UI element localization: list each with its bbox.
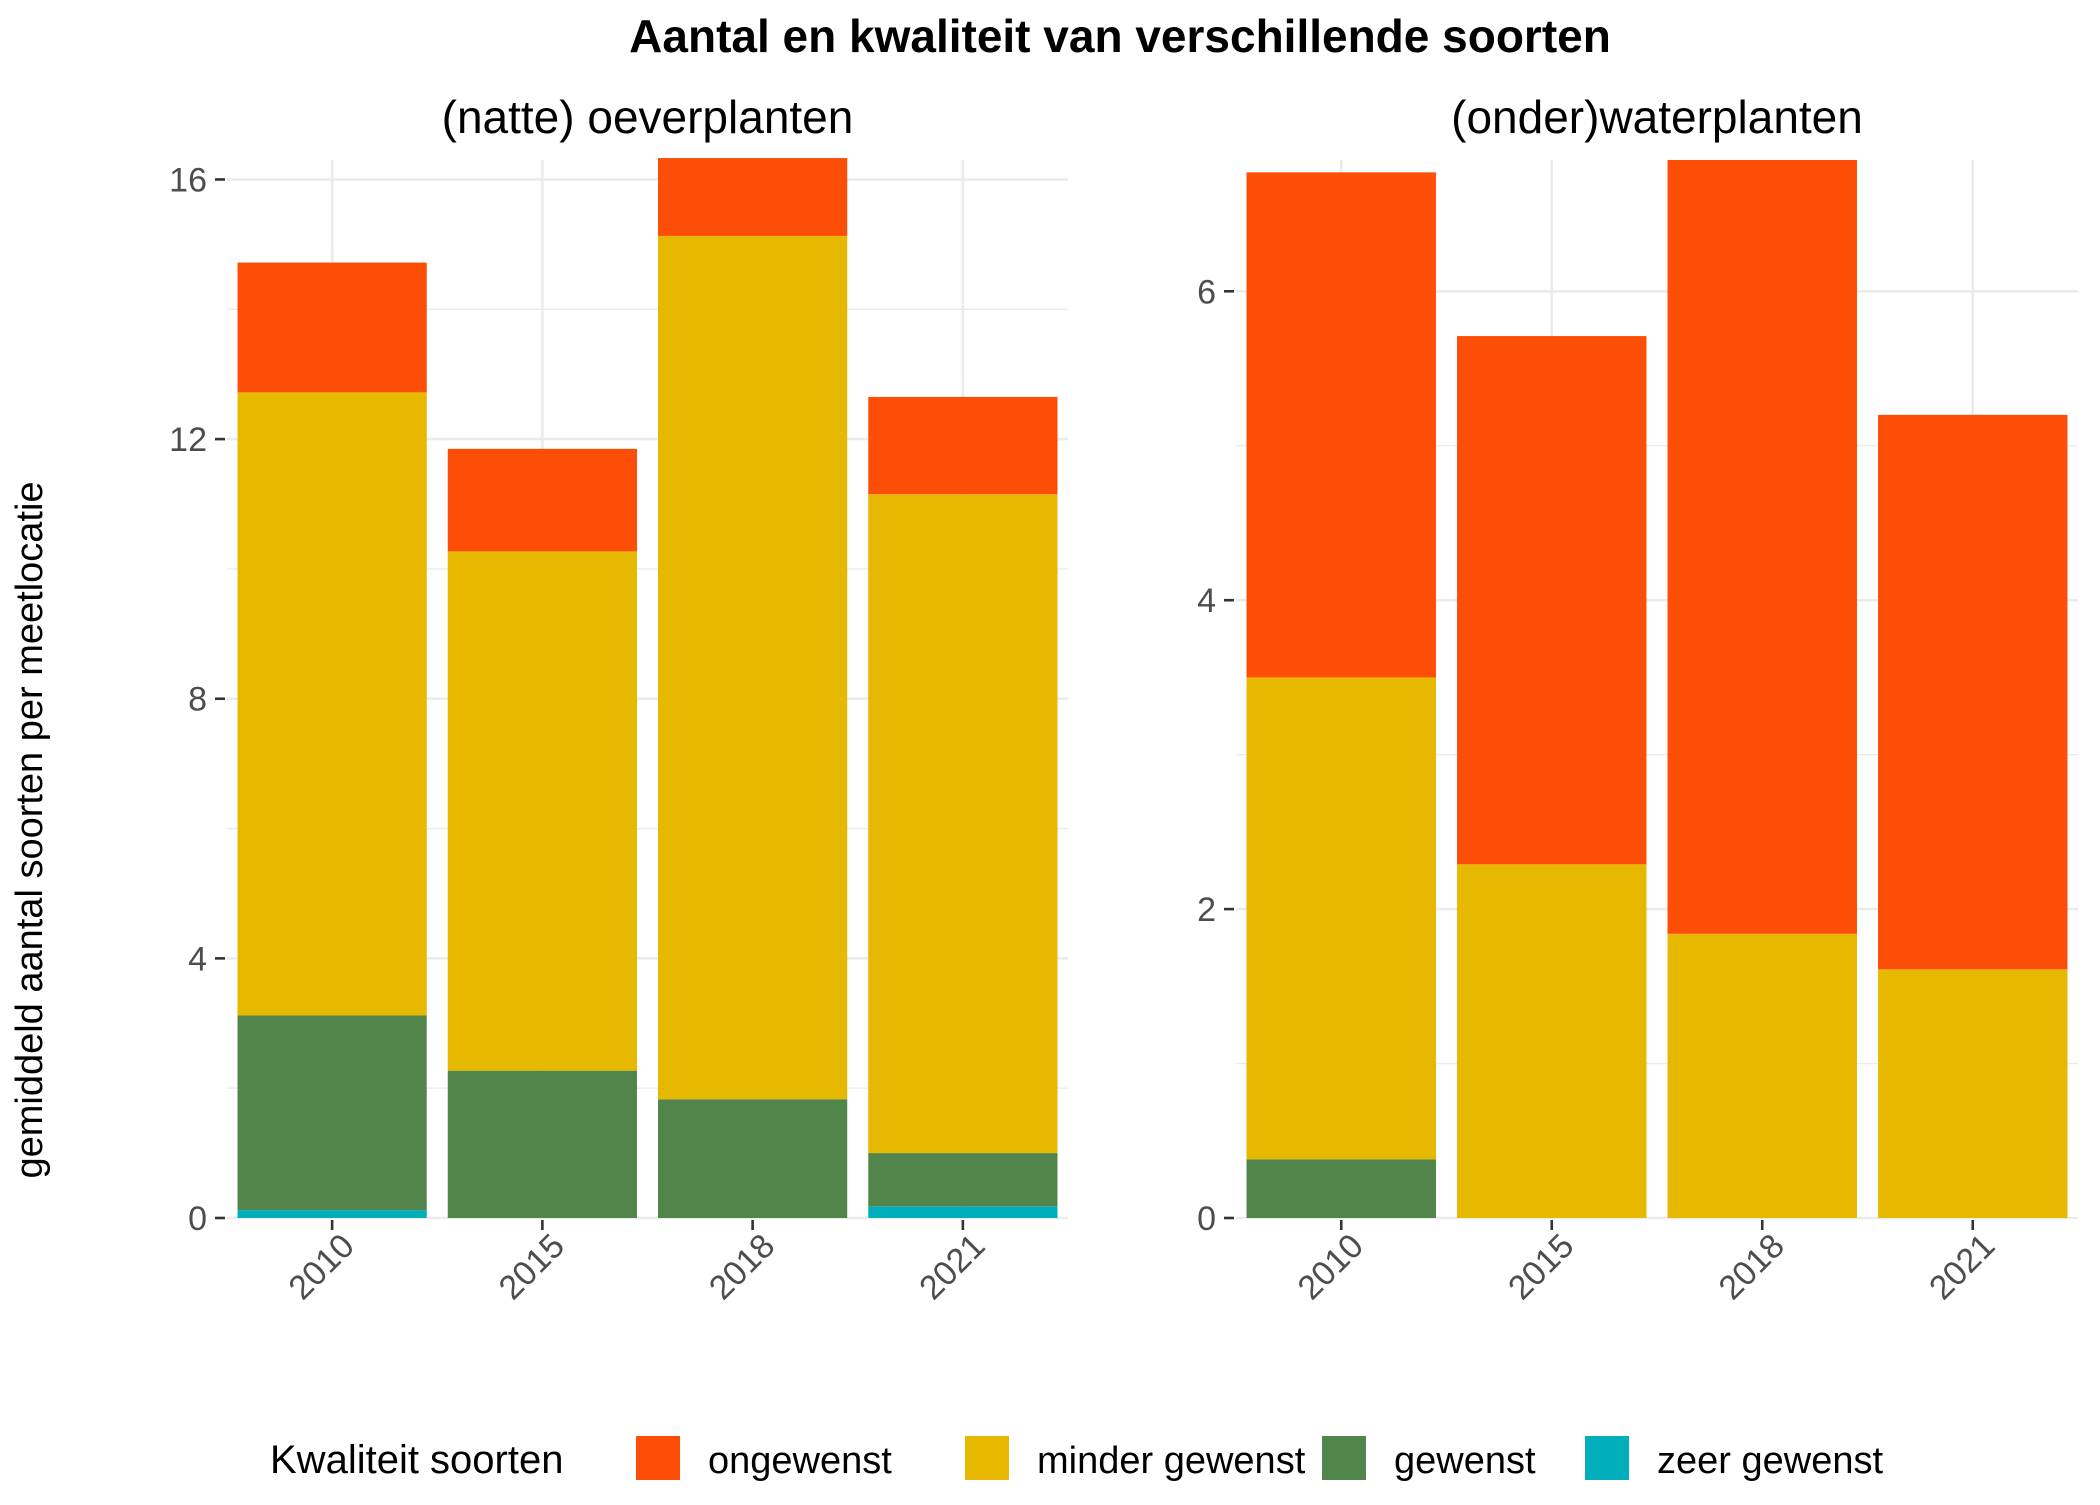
bar-2018-ongewenst	[658, 158, 848, 236]
y-tick-label: 4	[1197, 582, 1216, 620]
panel-onder-waterplanten: 0 2 4 6 2010 2015 2018 2021 (onder)waterplanten	[1197, 91, 2078, 1307]
legend-key-zeer-gewenst	[1585, 1436, 1629, 1480]
bar-2018-gewenst	[658, 1099, 848, 1218]
x-tick-label: 2021	[912, 1227, 992, 1307]
bar-2021-minder-gewenst	[868, 494, 1058, 1154]
x-tick-label: 2010	[1291, 1227, 1371, 1307]
legend-key-ongewenst	[636, 1436, 680, 1480]
x-tick-label: 2018	[702, 1227, 782, 1307]
bar-2015-ongewenst	[447, 448, 637, 552]
chart-title: Aantal en kwaliteit van verschillende so…	[629, 10, 1611, 62]
bar-2010-ongewenst	[1246, 172, 1436, 678]
y-axis-label: gemiddeld aantal soorten per meetlocatie	[9, 481, 51, 1178]
bar-2010-minder-gewenst	[1246, 677, 1436, 1160]
legend-title: Kwaliteit soorten	[270, 1438, 563, 1482]
legend-label-minder-gewenst: minder gewenst	[1037, 1440, 1306, 1482]
bar-2015-minder-gewenst	[447, 551, 637, 1071]
legend-key-minder-gewenst	[965, 1436, 1009, 1480]
bar-2010-minder-gewenst	[237, 392, 427, 1016]
bar-2021-zeer-gewenst	[868, 1206, 1058, 1218]
bar-2018-minder-gewenst	[658, 235, 848, 1100]
y-tick-label: 0	[1197, 1200, 1216, 1238]
legend-label-ongewenst: ongewenst	[708, 1440, 892, 1482]
legend: Kwaliteit soorten ongewenst minder gewenst…	[270, 1436, 1883, 1482]
bar-2010-gewenst	[237, 1015, 427, 1211]
y-tick-label: 12	[169, 421, 207, 459]
bar-2015-minder-gewenst	[1457, 864, 1647, 1218]
bar-2021-ongewenst	[868, 396, 1058, 495]
panel-natte-oeverplanten: 0 4 8 12 16 2010 2015 2018 2021 (natte) oeverplan…	[169, 91, 1068, 1307]
y-tick-label: 8	[188, 681, 207, 719]
x-tick-label: 2010	[281, 1227, 361, 1307]
bar-2021-ongewenst	[1878, 414, 2068, 970]
y-tick-label: 0	[188, 1200, 207, 1238]
panel-title: (natte) oeverplanten	[442, 91, 854, 143]
y-tick-label: 4	[188, 940, 207, 978]
bar-2015-gewenst	[447, 1070, 637, 1218]
y-tick-label: 6	[1197, 273, 1216, 311]
x-tick-label: 2021	[1922, 1227, 2002, 1307]
x-tick-label: 2018	[1712, 1227, 1792, 1307]
x-tick-label: 2015	[1501, 1227, 1581, 1307]
bar-2021-gewenst	[868, 1153, 1058, 1207]
bar-2015-ongewenst	[1457, 336, 1647, 865]
bar-2021-minder-gewenst	[1878, 969, 2068, 1218]
legend-label-zeer-gewenst: zeer gewenst	[1657, 1440, 1883, 1482]
legend-label-gewenst: gewenst	[1394, 1440, 1536, 1482]
bar-2018-minder-gewenst	[1667, 933, 1857, 1218]
bar-2010-gewenst	[1246, 1159, 1436, 1218]
bar-2010-ongewenst	[237, 262, 427, 393]
y-tick-label: 2	[1197, 891, 1216, 929]
x-tick-label: 2015	[492, 1227, 572, 1307]
panel-title: (onder)waterplanten	[1451, 91, 1863, 143]
bar-2010-zeer-gewenst	[237, 1210, 427, 1218]
legend-key-gewenst	[1322, 1436, 1366, 1480]
bar-2018-ongewenst	[1667, 160, 1857, 934]
y-tick-label: 16	[169, 161, 207, 199]
panels: 0 4 8 12 16 2010 2015 2018 2021 (natte) oeverplan…	[169, 91, 2078, 1307]
